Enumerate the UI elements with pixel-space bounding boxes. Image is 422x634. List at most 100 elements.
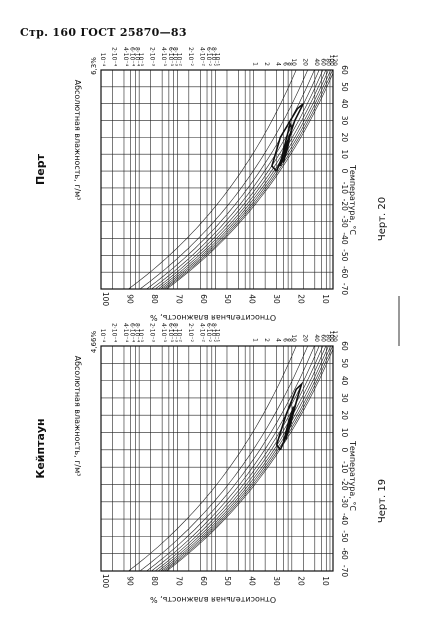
rh-tick-label: 80 [150,576,159,586]
chart-keetown: -70-60-50-40-30-20-100102030405060120100… [34,323,388,604]
rh-curve [164,345,333,572]
rh-tick-label: 80 [150,294,159,304]
temperature-tick-label: 20 [340,410,349,420]
temperature-tick-label: -40 [340,513,349,525]
chart-frame [100,345,334,572]
humidity-tick-label: 10⁻¹ [213,329,220,343]
rh-tick-label: 30 [272,576,281,586]
temperature-tick-label: -70 [340,565,349,577]
humidity-tick-label: 2·10⁻³ [149,323,156,343]
humidity-tick-label: 6·10⁻³ [167,47,174,67]
humidity-tick-label: 8·10⁻² [210,47,217,67]
humidity-tick-label: 60 [320,58,327,66]
humidity-tick-label: 40 [313,334,320,342]
climate-contour [285,418,291,440]
temperature-tick-label: 30 [340,393,349,403]
humidity-tick-label: 10⁻³ [137,53,144,67]
climate-contour [282,133,291,163]
rh-tick-label: 40 [248,294,257,304]
rh-tick-label: 70 [174,576,183,586]
humidity-tick-label: 2·10⁻² [187,47,194,67]
humidity-tick-label: 1 [252,338,259,342]
humidity-tick-label: 10⁻⁴ [99,53,106,67]
humidity-tick-label: 10⁻⁴ [99,329,106,343]
station-title: Перт [34,153,47,185]
rh-tick-label: 60 [199,294,208,304]
temperature-tick-label: 0 [340,169,349,174]
xlabel: Температура, °С [348,164,357,235]
humidity-tick-label: 10⁻³ [137,329,144,343]
humidity-tick-label: 4·10⁻⁴ [122,47,129,67]
temperature-tick-label: 10 [340,428,349,438]
xlabel: Температура, °С [348,440,357,511]
humidity-tick-label: 100 [328,331,335,343]
rh-tick-label: 90 [125,576,134,586]
temperature-tick-label: 20 [340,133,349,143]
humidity-tick-label: 10⁻² [175,329,182,343]
rh-curve [166,73,334,290]
humidity-tick-label: 2 [263,62,270,66]
humidity-tick-label: 6·10⁻⁴ [129,47,136,67]
station-title: Кейптаун [34,418,47,478]
rh-curve [158,345,327,572]
temperature-tick-label: -10 [340,461,349,473]
rh-tick-label: 20 [297,576,306,586]
rh-tick-label: 60 [199,576,208,586]
rh-curve [162,345,331,572]
temperature-tick-label: 10 [340,149,349,159]
chart-frame [100,69,334,290]
rh-curve [151,345,320,572]
rh-curve [128,345,297,572]
figure-label: Черт. 19 [377,479,388,523]
humidity-tick-label: 4·10⁻⁴ [122,323,129,343]
humidity-tick-label: 8·10⁻³ [172,47,179,67]
temperature-tick-label: 50 [340,359,349,369]
rh-curve [139,345,308,572]
rh-tick-label: 100 [101,574,110,589]
rh-tick-label: 40 [248,576,257,586]
temperature-tick-label: -30 [340,496,349,508]
humidity-tick-label: 80 [324,58,331,66]
rh-tick-label: 10 [321,294,330,304]
humidity-tick-label: 6·10⁻² [205,323,212,343]
humidity-tick-label: 2·10⁻³ [149,47,156,67]
temperature-tick-label: -40 [340,232,349,244]
temperature-tick-label: -70 [340,283,349,295]
humidity-tick-label: 80 [324,334,331,342]
chart-perth: -70-60-50-40-30-20-100102030405060120100… [34,47,388,322]
rh-curve [151,69,320,290]
rh-curve [160,345,329,572]
rh-curve [166,349,334,572]
humidity-tick-label: 4·10⁻³ [160,323,167,343]
humidity-tick-label: 100 [328,55,335,67]
humidity-tick-label: 8·10⁻⁴ [133,47,140,67]
rh-tick-label: 50 [223,576,232,586]
humidity-tick-label: 8·10⁻⁴ [133,323,140,343]
figure-label: Черт. 20 [377,197,388,241]
humidity-tick-label: 2·10⁻⁴ [110,47,117,67]
rh-curve [139,69,308,290]
humidity-tick-label: 4·10⁻² [198,47,205,67]
rh-tick-label: 70 [174,294,183,304]
rh-tick-label: 50 [223,294,232,304]
humidity-tick-label: 8·10⁻² [210,323,217,343]
temperature-tick-label: -30 [340,215,349,227]
rh-label: Относительная влажность, % [150,595,277,604]
temperature-tick-label: 0 [340,447,349,452]
rh-label: Относительная влажность, % [150,313,277,322]
temperature-tick-label: 60 [340,65,349,75]
humidity-tick-label: 20 [301,58,308,66]
ylabel: Абсолютная влажность, г/м³ [73,80,82,201]
ylabel: Абсолютная влажность, г/м³ [73,356,82,477]
temperature-tick-label: -60 [340,266,349,278]
humidity-tick-label: 6·10⁻² [205,47,212,67]
temperature-tick-label: -50 [340,530,349,542]
humidity-tick-label: 6 [281,338,288,342]
humidity-tick-label: 8 [286,338,293,342]
temperature-tick-label: 40 [340,376,349,386]
temperature-tick-label: 50 [340,82,349,92]
temperature-tick-label: -10 [340,182,349,194]
humidity-tick-label: 8·10⁻³ [172,323,179,343]
humidity-tick-label: 4·10⁻³ [160,47,167,67]
